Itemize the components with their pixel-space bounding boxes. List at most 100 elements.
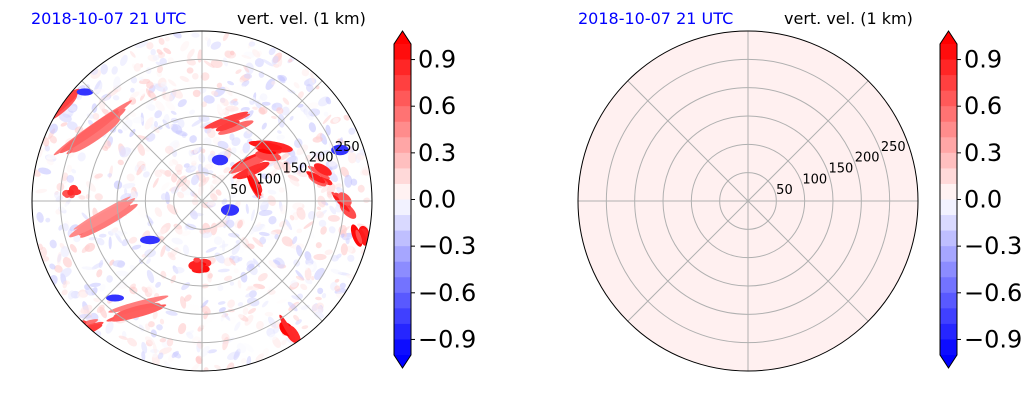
field-cell xyxy=(242,307,249,315)
field-cell xyxy=(81,212,89,221)
field-cell xyxy=(165,310,178,316)
colorbar-segment xyxy=(394,308,411,325)
field-cell xyxy=(290,280,298,288)
field-cell xyxy=(150,329,157,338)
field-cell xyxy=(144,117,154,130)
field-cell xyxy=(282,160,291,174)
field-cell xyxy=(113,180,123,190)
field-cell xyxy=(87,119,94,126)
field-cell xyxy=(177,323,187,335)
field-cell xyxy=(320,184,331,193)
field-cell xyxy=(250,209,255,222)
field-cell xyxy=(261,58,274,67)
field-cell xyxy=(231,85,246,91)
field-cell xyxy=(233,268,239,274)
field-cell xyxy=(127,110,136,118)
field-cell xyxy=(155,281,162,288)
field-cell xyxy=(154,110,163,119)
field-cell xyxy=(61,289,68,296)
field-cell xyxy=(127,337,138,347)
field-cell xyxy=(145,336,155,345)
field-cell xyxy=(128,236,138,244)
field-cell xyxy=(296,207,306,220)
field-cell xyxy=(106,313,111,320)
field-cell xyxy=(122,182,136,189)
azimuth-line xyxy=(201,200,323,322)
field-cell xyxy=(96,304,105,313)
field-cell xyxy=(156,324,163,331)
field-cell xyxy=(219,243,229,248)
field-cell xyxy=(60,267,72,278)
field-cell xyxy=(146,42,154,50)
field-cell xyxy=(164,361,172,370)
updraft-band xyxy=(69,198,135,238)
field-cell xyxy=(246,355,252,367)
field-cell xyxy=(191,32,200,38)
radial-tick-label: 200 xyxy=(309,151,334,166)
field-cell xyxy=(181,230,191,237)
field-cell xyxy=(99,283,106,292)
field-cell xyxy=(183,163,190,168)
field-cell xyxy=(56,182,65,192)
field-cell xyxy=(264,311,274,317)
field-cell xyxy=(200,72,210,81)
field-cell xyxy=(243,343,254,353)
field-cell xyxy=(81,244,90,254)
field-cell xyxy=(191,118,204,127)
field-cell xyxy=(258,231,270,237)
field-cell xyxy=(98,259,104,269)
field-cell xyxy=(62,280,68,289)
field-cell xyxy=(61,223,69,232)
field-cell xyxy=(217,301,226,305)
field-cell xyxy=(190,155,198,164)
colorbar-segment xyxy=(940,199,957,216)
colorbar-segment xyxy=(940,246,957,263)
left-title-variable: vert. vel. (1 km) xyxy=(237,9,366,28)
field-cell xyxy=(289,214,295,221)
azimuth-line xyxy=(627,200,749,322)
field-cell xyxy=(357,184,365,193)
field-cell xyxy=(155,100,165,112)
field-cell xyxy=(130,76,138,84)
field-cell xyxy=(66,175,75,183)
field-cell xyxy=(261,300,269,308)
field-cell xyxy=(315,296,322,301)
field-cell xyxy=(145,88,151,98)
field-cell xyxy=(86,113,95,119)
field-cell xyxy=(159,337,167,343)
field-cell xyxy=(42,137,50,147)
field-cell xyxy=(146,285,156,294)
updraft-band xyxy=(204,111,249,129)
colorbar-segment xyxy=(394,199,411,216)
field-cell xyxy=(295,275,305,281)
field-cell xyxy=(168,79,177,87)
colorbar-segment xyxy=(940,168,957,185)
field-cell xyxy=(124,115,129,120)
field-cell xyxy=(296,245,303,257)
colorbar-tick-label: 0.6 xyxy=(418,92,456,120)
field-cell xyxy=(130,87,135,93)
field-cell xyxy=(350,178,358,186)
updraft-band xyxy=(338,192,352,206)
field-cell xyxy=(203,137,212,146)
field-cell xyxy=(152,177,159,188)
field-cell xyxy=(250,224,258,235)
field-cell xyxy=(185,304,200,311)
field-cell xyxy=(157,352,164,360)
colorbar-segment xyxy=(940,230,957,247)
field-cell xyxy=(106,275,113,283)
field-cell xyxy=(204,36,209,41)
colorbar-extend-max xyxy=(940,31,957,44)
colorbar-segment xyxy=(940,308,957,325)
field-cell xyxy=(58,203,69,211)
field-cell xyxy=(166,337,174,347)
field-cell xyxy=(35,188,48,194)
field-cell xyxy=(60,246,70,258)
field-cell xyxy=(186,331,194,339)
colorbar-segment xyxy=(940,323,957,340)
field-cell xyxy=(119,147,131,158)
field-cell xyxy=(75,93,82,101)
colorbar-segment xyxy=(394,230,411,247)
field-cell xyxy=(340,233,345,238)
